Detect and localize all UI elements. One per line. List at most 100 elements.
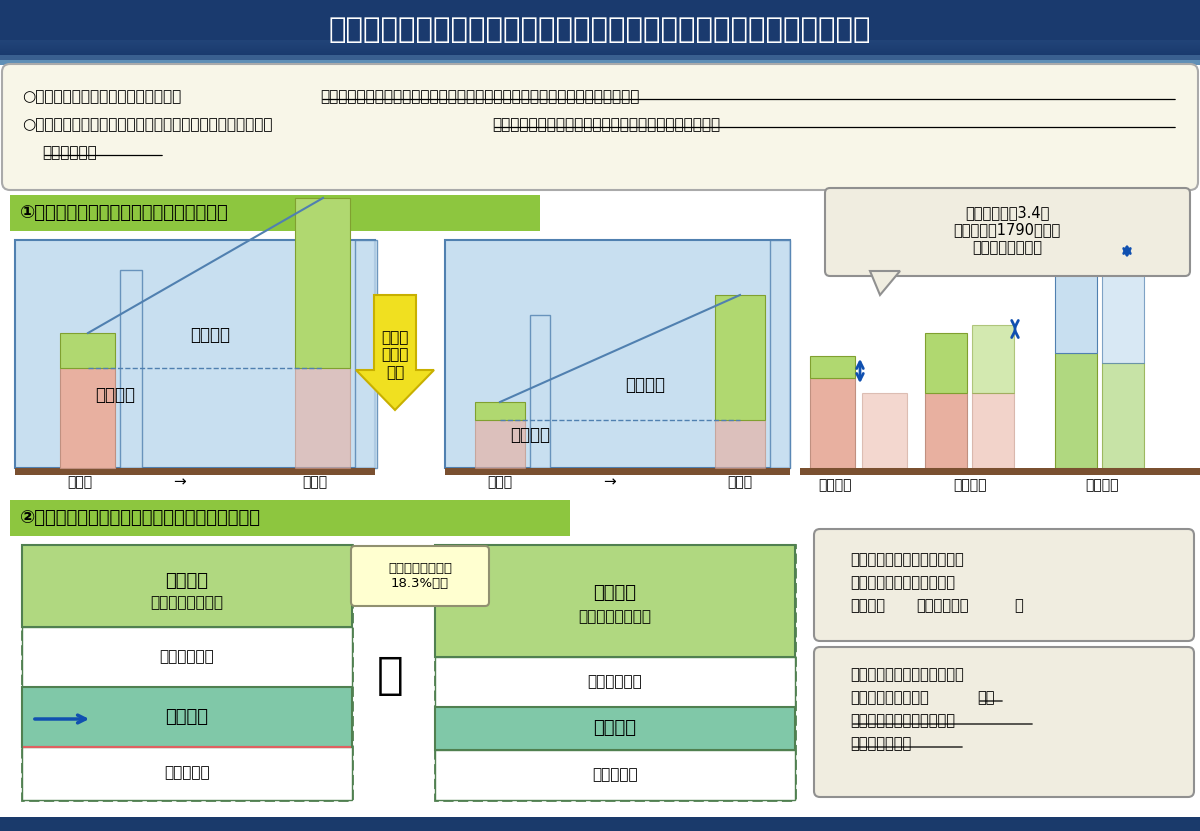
Bar — [10, 195, 540, 231]
Bar — [0, 42, 1200, 43]
FancyBboxPatch shape — [2, 64, 1198, 190]
Bar — [0, 53, 1200, 54]
Bar — [14, 468, 374, 475]
Bar — [436, 707, 796, 750]
Bar — [22, 627, 352, 687]
Bar — [862, 393, 907, 468]
Text: 中所得層: 中所得層 — [953, 478, 986, 492]
Text: ①厚生年金の所得再分配機能の低下の防止: ①厚生年金の所得再分配機能の低下の防止 — [20, 204, 229, 222]
Text: 再分配
機能の
低下: 再分配 機能の 低下 — [382, 330, 409, 380]
Bar — [475, 402, 526, 420]
Text: 給付原資の全体の縮小を防ぎ、ほぼ全ての層で年金水準: 給付原資の全体の縮小を防ぎ、ほぼ全ての層で年金水準 — [492, 117, 720, 132]
Text: 基礎年金: 基礎年金 — [95, 386, 134, 404]
Bar — [1055, 353, 1097, 468]
Bar — [972, 393, 1014, 468]
Bar — [60, 368, 115, 468]
Bar — [0, 44, 1200, 45]
Text: →: → — [174, 475, 186, 489]
Bar — [0, 45, 1200, 46]
Bar — [0, 49, 1200, 50]
Bar — [0, 52, 1200, 53]
Bar — [770, 240, 790, 468]
Text: モデル年金の3.4倍
（夫婦年収1790万円）
未満は年金額が増: モデル年金の3.4倍 （夫婦年収1790万円） 未満は年金額が増 — [953, 205, 1061, 255]
Bar — [445, 468, 790, 475]
Bar — [0, 0, 1200, 55]
Text: （保険料負担分）: （保険料負担分） — [150, 596, 223, 611]
Text: 基礎年金: 基礎年金 — [594, 719, 636, 737]
Bar — [22, 747, 352, 800]
Bar — [22, 545, 352, 627]
Bar — [972, 325, 1014, 393]
Bar — [436, 657, 796, 707]
Bar — [0, 47, 1200, 48]
Text: 厚生年金の保険料
18.3%固定: 厚生年金の保険料 18.3%固定 — [388, 562, 452, 590]
Bar — [355, 240, 377, 468]
Bar — [436, 545, 796, 657]
Bar — [925, 393, 967, 468]
Text: ＝: ＝ — [377, 653, 403, 696]
Bar — [0, 41, 1200, 42]
Bar — [436, 750, 796, 800]
Bar — [1102, 363, 1144, 468]
Bar — [0, 55, 1200, 65]
Text: 総給付費も低下: 総給付費も低下 — [850, 736, 911, 751]
FancyBboxPatch shape — [436, 545, 796, 800]
Bar — [1102, 253, 1144, 363]
Text: 保険料は不変: 保険料は不変 — [916, 598, 968, 613]
FancyBboxPatch shape — [814, 529, 1194, 641]
Polygon shape — [356, 295, 434, 410]
Text: 国庫負担分: 国庫負担分 — [164, 765, 210, 780]
Text: 低所得: 低所得 — [67, 475, 92, 489]
Text: 低所得層: 低所得層 — [818, 478, 852, 492]
Text: 基礎年金水準が低下すると、: 基礎年金水準が低下すると、 — [850, 667, 964, 682]
Text: ○基礎年金水準の低下に伴う国庫負担の低下の防止により、: ○基礎年金水準の低下に伴う国庫負担の低下の防止により、 — [22, 117, 272, 132]
Text: の低下を防ぐ: の低下を防ぐ — [42, 145, 97, 160]
Text: 基礎年金と報酬比例のマクロ経済スライド調整期間の一致による効果: 基礎年金と報酬比例のマクロ経済スライド調整期間の一致による効果 — [329, 16, 871, 44]
Bar — [1055, 258, 1097, 353]
Bar — [475, 420, 526, 468]
Bar — [295, 198, 350, 368]
Text: 報酬比例: 報酬比例 — [166, 572, 209, 590]
Bar — [14, 240, 374, 468]
Bar — [925, 333, 967, 393]
Bar — [0, 46, 1200, 47]
FancyBboxPatch shape — [814, 647, 1194, 797]
Text: 基礎年金水準が低下すると、: 基礎年金水準が低下すると、 — [850, 553, 964, 568]
Bar — [715, 420, 766, 468]
Bar — [0, 40, 1200, 41]
Bar — [0, 48, 1200, 49]
Text: →: → — [604, 475, 617, 489]
Text: シフト（: シフト（ — [850, 598, 886, 613]
Text: ②保険料固定方式の下での総給付費の低下の防止: ②保険料固定方式の下での総給付費の低下の防止 — [20, 509, 262, 527]
Bar — [0, 50, 1200, 51]
Text: 保険料負担分: 保険料負担分 — [160, 650, 215, 665]
Text: ○基礎年金水準の低下の防止により、: ○基礎年金水準の低下の防止により、 — [22, 90, 181, 105]
Bar — [800, 468, 1200, 475]
Text: 保険料財源は、報酬比例へ: 保険料財源は、報酬比例へ — [850, 576, 955, 591]
Bar — [0, 51, 1200, 52]
Text: 報酬比例: 報酬比例 — [190, 326, 230, 344]
Text: 基礎: 基礎 — [977, 691, 995, 706]
FancyBboxPatch shape — [826, 188, 1190, 276]
Text: 報酬比例: 報酬比例 — [625, 376, 665, 394]
Bar — [120, 270, 142, 468]
Bar — [0, 817, 1200, 831]
Bar — [715, 295, 766, 420]
Text: 高所得: 高所得 — [302, 475, 328, 489]
Bar — [295, 368, 350, 468]
Bar — [810, 378, 854, 468]
Text: 厚生年金の所得再分配機能の低下を防ぎ、低中所得層の年金水準の低下を防ぐ: 厚生年金の所得再分配機能の低下を防ぎ、低中所得層の年金水準の低下を防ぐ — [320, 90, 640, 105]
Text: 高所得層: 高所得層 — [1085, 478, 1118, 492]
FancyBboxPatch shape — [352, 546, 490, 606]
Text: 報酬比例: 報酬比例 — [594, 584, 636, 602]
Bar — [0, 43, 1200, 44]
Text: 低所得: 低所得 — [487, 475, 512, 489]
Text: 高所得: 高所得 — [727, 475, 752, 489]
FancyBboxPatch shape — [22, 545, 352, 800]
Bar — [0, 60, 1200, 65]
Bar — [22, 687, 352, 747]
Text: 国庫負担分: 国庫負担分 — [592, 768, 638, 783]
Bar — [530, 315, 550, 468]
Text: 年金・報酬比例を合算した: 年金・報酬比例を合算した — [850, 714, 955, 729]
Bar — [445, 240, 790, 468]
